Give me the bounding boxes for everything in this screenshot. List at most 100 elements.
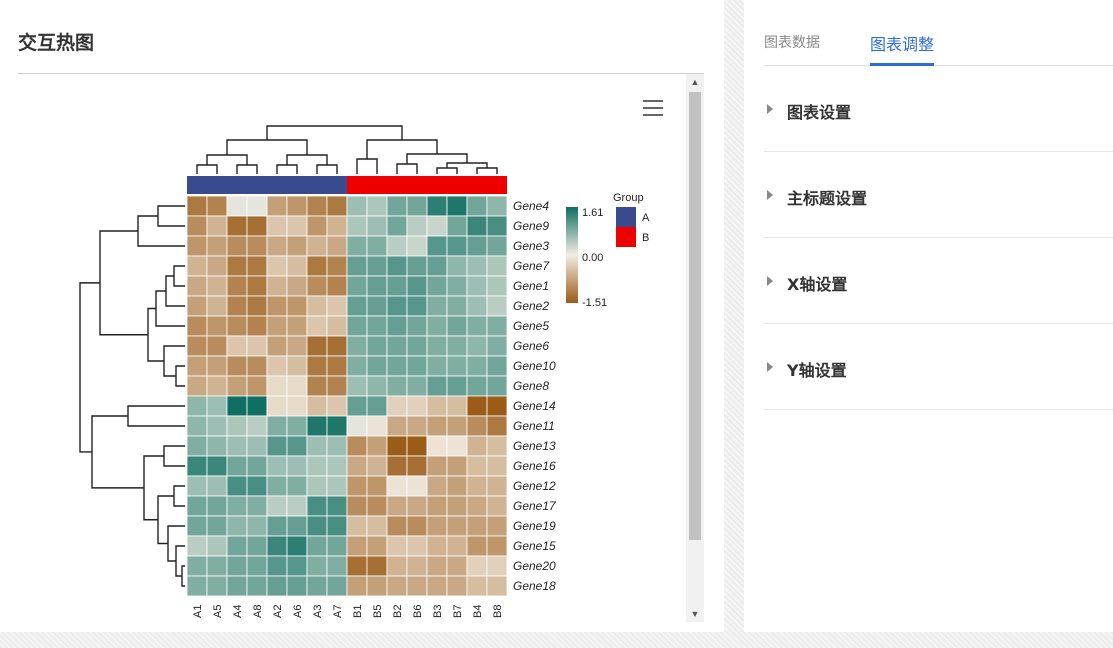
heatmap-cell <box>226 275 248 297</box>
heatmap-cell <box>246 435 268 457</box>
heatmap-cell <box>386 415 408 437</box>
heatmap-cell <box>186 515 208 537</box>
column-dendrogram-link <box>396 163 418 174</box>
row-label: Gene4 <box>513 199 549 213</box>
heatmap-cell <box>326 575 348 597</box>
heatmap-cell <box>286 355 308 377</box>
heatmap-cell <box>386 235 408 257</box>
row-dendrogram-link <box>91 415 144 489</box>
heatmap-cell <box>246 495 268 517</box>
heatmap-cell <box>266 475 288 497</box>
heatmap-cell <box>446 355 468 377</box>
heatmap-cell <box>386 555 408 577</box>
heatmap-cell <box>326 295 348 317</box>
chart-menu-icon[interactable] <box>643 100 663 116</box>
heatmap-cell <box>486 315 508 337</box>
heatmap-cell <box>306 535 328 557</box>
heatmap-cell <box>226 375 248 397</box>
heatmap-cell <box>306 335 328 357</box>
group-annotation-cell <box>387 176 407 194</box>
scroll-down-arrow-icon[interactable]: ▼ <box>690 609 700 619</box>
column-dendrogram-link <box>286 154 328 165</box>
heatmap-cell <box>466 275 488 297</box>
heatmap-cell <box>246 195 268 217</box>
column-dendrogram-link <box>436 167 458 174</box>
heatmap-cell <box>286 395 308 417</box>
heatmap-cell <box>446 555 468 577</box>
heatmap-cell <box>346 455 368 477</box>
row-dendrogram-link <box>165 275 185 307</box>
heatmap-cell <box>286 515 308 537</box>
row-dendrogram-link <box>173 485 185 507</box>
vertical-scrollbar[interactable]: ▲ ▼ <box>686 74 704 622</box>
column-label: B2 <box>392 605 404 618</box>
tab-chart-data[interactable]: 图表数据 <box>764 35 820 51</box>
heatmap-cell <box>386 395 408 417</box>
heatmap-cell <box>466 455 488 477</box>
heatmap-cell <box>346 515 368 537</box>
heatmap-cell <box>206 495 228 517</box>
heatmap-cell <box>486 555 508 577</box>
heatmap-cell <box>426 295 448 317</box>
heatmap-cell <box>186 475 208 497</box>
heatmap-cell <box>206 275 228 297</box>
section-chart-settings[interactable]: 图表设置 <box>764 66 1113 152</box>
row-dendrogram-link <box>143 455 164 521</box>
scroll-thumb[interactable] <box>689 92 701 540</box>
heatmap-cell <box>246 275 268 297</box>
heatmap-cell <box>326 315 348 337</box>
section-main-title-settings[interactable]: 主标题设置 <box>764 152 1113 238</box>
heatmap-cell <box>266 335 288 357</box>
heatmap-cell <box>326 455 348 477</box>
row-dendrogram-link <box>181 565 185 587</box>
heatmap-cell <box>226 515 248 537</box>
heatmap-cell <box>226 455 248 477</box>
heatmap-cell <box>366 255 388 277</box>
heatmap-cell <box>346 395 368 417</box>
section-y-axis-settings[interactable]: Y轴设置 <box>764 324 1113 410</box>
color-scale-label: 0.00 <box>582 252 603 264</box>
heatmap-cell <box>486 355 508 377</box>
row-label: Gene1 <box>513 279 549 293</box>
heatmap-cell <box>226 195 248 217</box>
heatmap-cell <box>426 215 448 237</box>
heatmap-cell <box>406 355 428 377</box>
heatmap-cell <box>326 395 348 417</box>
heatmap-cell <box>486 275 508 297</box>
heatmap-cell <box>306 215 328 237</box>
heatmap-cell <box>306 195 328 217</box>
heatmap-cell <box>446 415 468 437</box>
row-dendrogram-link <box>157 495 174 545</box>
heatmap-cell <box>366 215 388 237</box>
heatmap-cell <box>186 275 208 297</box>
heatmap-cell <box>246 215 268 237</box>
scroll-up-arrow-icon[interactable]: ▲ <box>690 77 700 87</box>
heatmap-cell <box>226 475 248 497</box>
tab-chart-adjust[interactable]: 图表调整 <box>870 35 935 54</box>
heatmap-cell <box>306 255 328 277</box>
heatmap-cell <box>366 455 388 477</box>
heatmap-cell <box>186 215 208 237</box>
group-annotation-cell <box>227 176 247 194</box>
heatmap-cell <box>486 295 508 317</box>
heatmap-cell <box>226 495 248 517</box>
heatmap-cell <box>286 495 308 517</box>
group-annotation-cell <box>327 176 347 194</box>
row-label: Gene5 <box>513 319 549 333</box>
heatmap-cell <box>406 215 428 237</box>
row-label: Gene17 <box>513 499 557 513</box>
column-label: A1 <box>192 605 204 618</box>
row-label: Gene16 <box>513 459 556 473</box>
heatmap-cell <box>226 235 248 257</box>
heatmap-cell <box>286 215 308 237</box>
heatmap-cell <box>346 295 368 317</box>
heatmap-cell <box>306 275 328 297</box>
heatmap-cell <box>486 515 508 537</box>
section-x-axis-settings[interactable]: X轴设置 <box>764 238 1113 324</box>
heatmap-cell <box>386 355 408 377</box>
heatmap-cell <box>226 295 248 317</box>
heatmap-cell <box>426 235 448 257</box>
tab-bar: 图表数据 图表调整 <box>764 0 1113 66</box>
column-label: B8 <box>492 605 504 618</box>
heatmap-cell <box>466 335 488 357</box>
